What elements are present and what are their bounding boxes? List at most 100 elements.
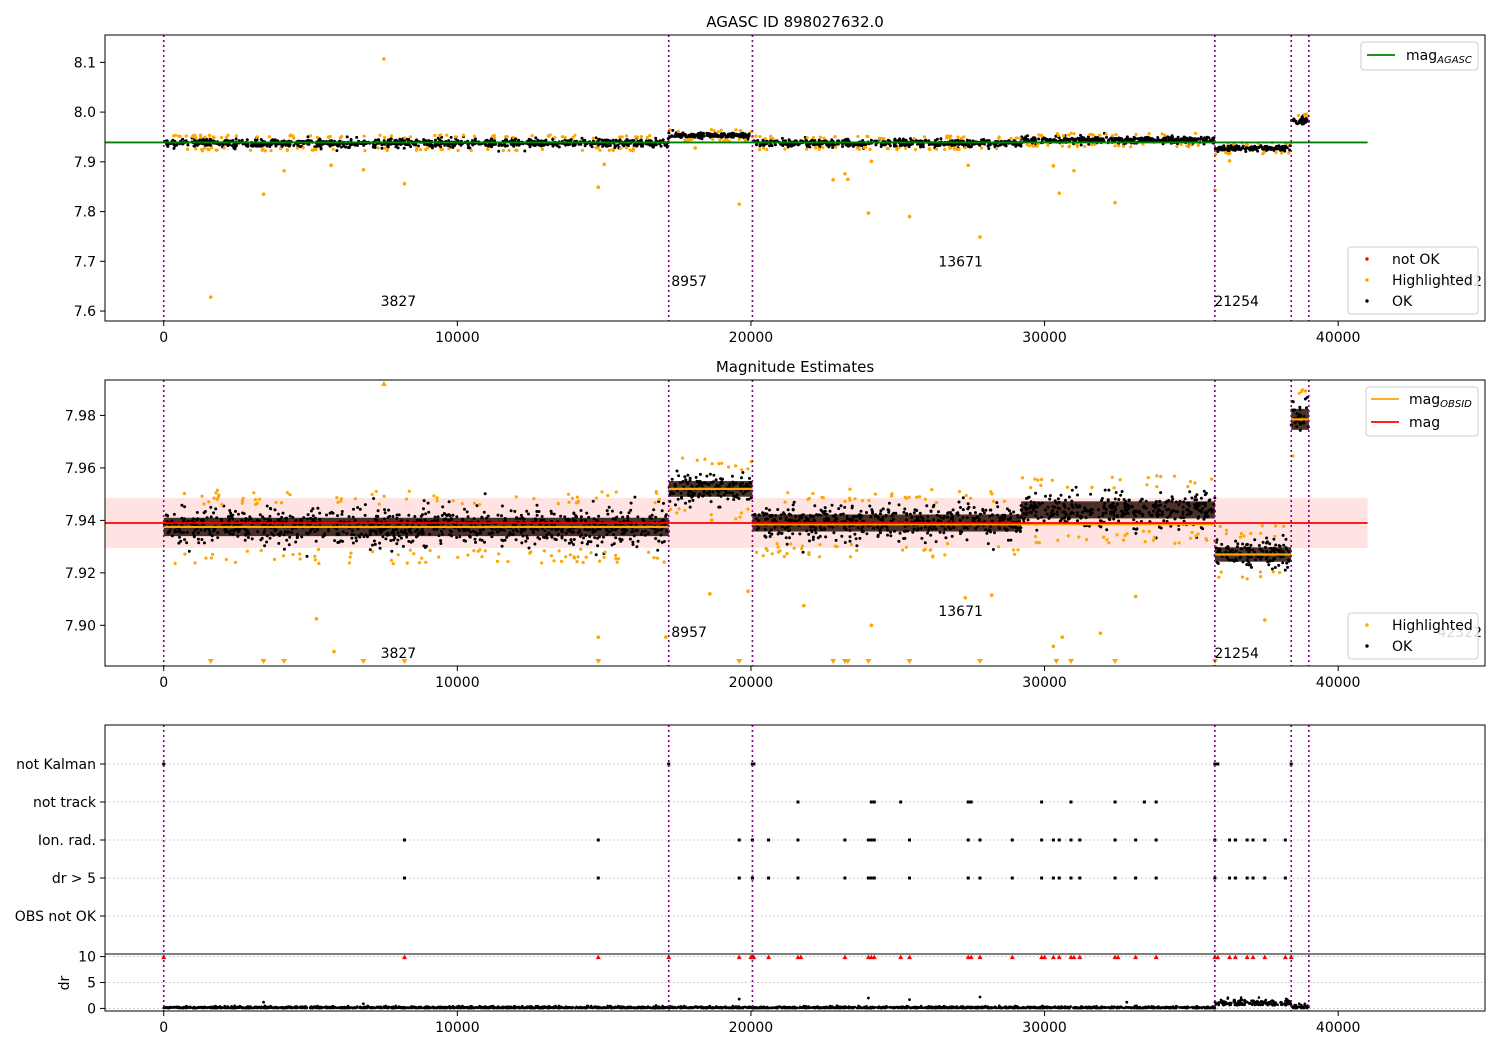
p2-ok-point — [665, 529, 668, 533]
p2-ok-point — [739, 489, 743, 493]
p2-ok-point — [340, 510, 344, 513]
p2-ok-point — [783, 526, 787, 530]
p2-ok-point — [698, 492, 702, 496]
p2-ok-point — [730, 491, 734, 495]
p2-ok-point — [1137, 510, 1140, 514]
p2-ok-point — [612, 533, 616, 537]
p1-ok-point — [204, 144, 208, 147]
p2-highlighted-point — [652, 556, 656, 560]
p2-highlighted-point — [914, 495, 919, 499]
p1-highlighted-point — [737, 137, 741, 141]
p2-ok-point — [244, 517, 248, 520]
p1-highlighted-point — [224, 136, 228, 140]
p2-highlighted-point — [734, 464, 738, 468]
p1-ok-point — [1189, 136, 1193, 140]
p1-ok-point — [773, 143, 777, 147]
p1-ok-point — [907, 145, 911, 149]
p2-ok-point — [716, 493, 720, 497]
p1-highlighted-point — [886, 147, 890, 151]
p2-ok-point — [325, 513, 328, 517]
p2-ok-point — [1272, 557, 1276, 561]
p2-ok-point — [547, 531, 551, 535]
p2-ok-point — [183, 538, 187, 542]
p1-ok-point — [659, 144, 663, 148]
p2-ok-point — [535, 503, 539, 507]
p2-ok-point — [1239, 554, 1242, 558]
p2-ok-point — [210, 538, 214, 542]
p2-ok-point — [511, 532, 515, 536]
p2-highlighted-point — [1033, 477, 1037, 481]
p2-ok-point — [627, 511, 631, 515]
p1-ok-point — [1037, 137, 1041, 141]
p1-ok-point — [1159, 138, 1163, 142]
p2-ok-point — [1028, 510, 1032, 514]
p1-ok-point — [234, 137, 238, 141]
p2-ok-point — [636, 515, 640, 519]
p2-ok-point — [256, 530, 260, 534]
p1-ok-point — [1218, 146, 1222, 150]
p2-ok-point — [679, 491, 683, 495]
p1-highlighted-point — [1056, 133, 1060, 138]
p2-ok-point — [588, 528, 592, 532]
p2-highlighted-point — [761, 554, 765, 558]
p2-ok-point — [1009, 512, 1013, 516]
p1-ok-point — [966, 144, 970, 148]
p2-ok-point — [610, 543, 614, 547]
p1-highlighted-point — [486, 147, 490, 152]
p2-ok-point — [735, 493, 739, 497]
p2-ok-point — [390, 549, 394, 553]
p2-ok-point — [1165, 508, 1169, 512]
p1-ok-point — [964, 143, 968, 146]
p2-highlighted-point — [1033, 534, 1038, 539]
p1-ok-point — [1054, 134, 1058, 138]
p2-ok-point — [634, 523, 638, 527]
p2-ok-point — [1161, 510, 1164, 514]
p2-outlier-12 — [1098, 631, 1103, 636]
p2-outlier-3 — [664, 635, 668, 639]
p1-ok-point — [641, 144, 645, 148]
p2-ok-point — [572, 519, 575, 523]
p2-ok-point — [182, 519, 186, 523]
p2-ok-point — [514, 538, 518, 542]
p2-ok-point — [414, 535, 418, 539]
p2-ok-point — [690, 490, 694, 494]
p1-highlighted-point — [311, 148, 315, 152]
p2-ok-point — [784, 536, 788, 540]
p1-ok-point — [224, 138, 228, 142]
p2-ok-point — [1101, 514, 1105, 517]
p2-highlighted-point — [904, 545, 908, 549]
p2-highlighted-point — [313, 558, 317, 562]
p2-ok-point — [1016, 527, 1020, 531]
p2-ok-point — [717, 505, 721, 509]
p1-ok-point — [1050, 138, 1054, 142]
p2-ok-point — [200, 538, 204, 541]
p1-ok-point — [797, 142, 801, 146]
p2-ok-point — [686, 481, 690, 485]
p1-ok-point — [982, 138, 986, 141]
p2-highlighted-point — [720, 461, 724, 465]
p1-highlighted-point — [1224, 150, 1228, 154]
p1-ok-point — [745, 133, 749, 137]
p2-ok-point — [709, 500, 713, 504]
p1-ytick-label-4: 8.0 — [74, 105, 96, 121]
p1-highlighted-point — [1214, 152, 1218, 156]
p2-highlighted-point — [843, 499, 847, 503]
p2-ok-point — [268, 514, 272, 518]
p2-ok-point — [957, 500, 961, 504]
p2-ok-point — [393, 536, 397, 540]
p1-highlighted-point — [625, 146, 629, 150]
p2-ok-point — [708, 493, 712, 497]
p1-ok-point — [1182, 135, 1186, 139]
p2-ok-point — [932, 518, 936, 522]
p1-highlighted-point — [771, 137, 775, 141]
p1-ok-point — [1087, 142, 1091, 146]
p2-highlighted-point — [1066, 534, 1070, 538]
p2-highlighted-point — [792, 546, 796, 550]
p1-highlighted-point — [563, 135, 567, 139]
p2-ok-point — [711, 490, 715, 494]
p2-ok-point — [1281, 561, 1285, 565]
p2-ok-point — [1202, 489, 1206, 493]
p2-ok-point — [841, 512, 845, 516]
p2-ok-point — [773, 525, 777, 529]
p2-ok-point — [1056, 513, 1059, 516]
